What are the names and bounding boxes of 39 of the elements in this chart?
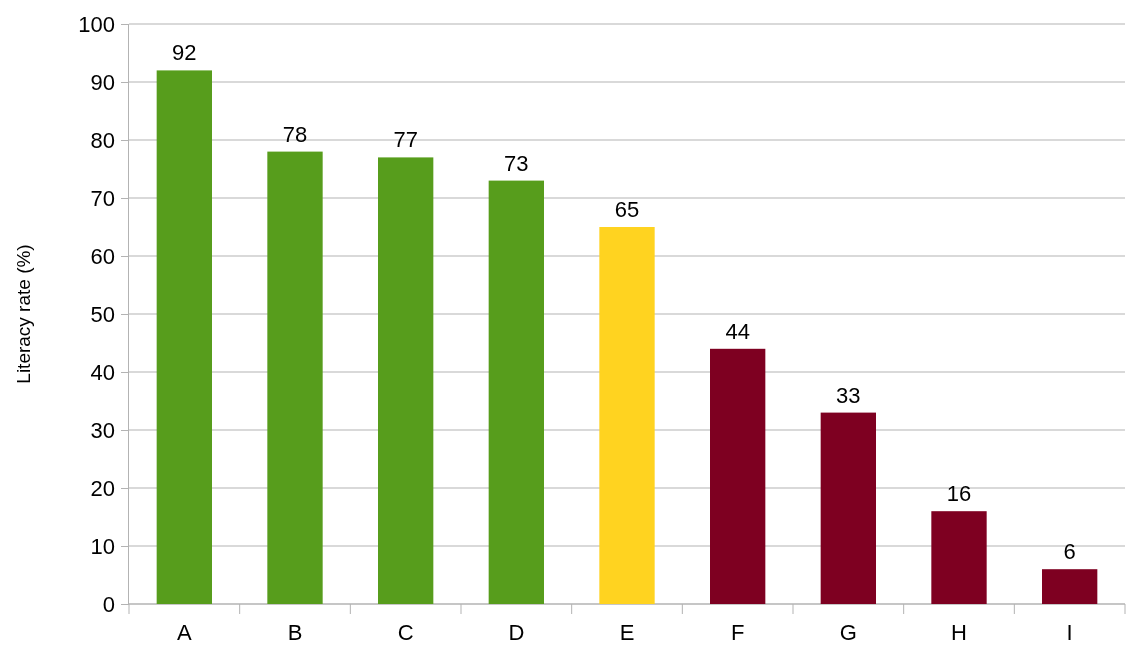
x-tick-label: H	[951, 620, 967, 645]
data-label: 78	[282, 121, 308, 147]
bar	[931, 511, 987, 604]
y-tick-label: 30	[90, 417, 115, 443]
x-tick-label: C	[397, 620, 414, 645]
x-tick-label: B	[287, 620, 303, 645]
data-label: 73	[504, 150, 529, 176]
y-tick-label: 40	[90, 359, 115, 385]
x-tick-label: I	[1066, 620, 1073, 645]
y-tick-label: 50	[90, 301, 115, 327]
x-tick-label: A	[176, 620, 192, 645]
x-tick-label: G	[839, 620, 857, 645]
bar	[599, 227, 655, 604]
y-tick-label: 60	[90, 243, 115, 269]
data-label: 16	[946, 481, 972, 507]
bar	[488, 180, 544, 604]
x-tick-label: E	[619, 620, 635, 645]
x-tick-label: F	[730, 620, 745, 645]
bar	[710, 348, 766, 604]
y-tick-label: 100	[78, 11, 115, 37]
x-tick-label: D	[508, 620, 525, 645]
bar	[1042, 569, 1098, 604]
y-tick-label: 80	[90, 127, 115, 153]
data-label: 77	[393, 127, 418, 153]
y-tick-label: 20	[90, 475, 115, 501]
bar	[267, 151, 323, 604]
data-label: 92	[172, 40, 197, 66]
data-label: 65	[614, 197, 640, 222]
data-label: 33	[836, 382, 861, 408]
y-tick-label: 70	[90, 185, 115, 211]
y-axis-title: Literacy rate (%)	[13, 244, 34, 384]
bar	[820, 412, 876, 604]
bar	[378, 157, 434, 604]
y-tick-label: 90	[90, 69, 115, 95]
data-label: 6	[1063, 539, 1076, 565]
y-tick-label: 0	[102, 591, 115, 617]
data-label: 44	[725, 318, 750, 344]
y-tick-label: 10	[90, 533, 115, 559]
bar	[156, 70, 212, 604]
